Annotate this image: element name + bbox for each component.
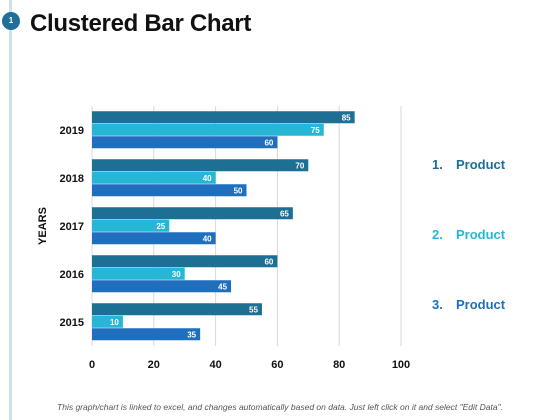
data-label-2019-series-3: 60 — [264, 139, 273, 148]
data-label-2016-series-3: 45 — [218, 283, 227, 292]
bar-2016-series-3 — [92, 280, 232, 293]
slide-rail — [9, 0, 12, 420]
bar-2016-series-1 — [92, 255, 278, 268]
y-tick-label-2017: 2017 — [60, 221, 84, 233]
legend-item-3: 3. Product — [432, 297, 505, 312]
data-label-2015-series-2: 10 — [110, 318, 119, 327]
bar-2018-series-3 — [92, 184, 247, 197]
data-label-2018-series-1: 70 — [295, 162, 304, 171]
legend-item-1: 1. Product — [432, 157, 505, 172]
data-label-2018-series-3: 50 — [234, 187, 243, 196]
data-label-2016-series-1: 60 — [264, 258, 273, 267]
y-axis-label: YEARS — [37, 207, 49, 245]
data-label-2017-series-1: 65 — [280, 210, 289, 219]
x-tick-label-4: 80 — [333, 359, 345, 371]
slide-number-badge: 1 — [2, 12, 20, 30]
footer-note: This graph/chart is linked to excel, and… — [57, 402, 503, 412]
y-tick-label-2015: 2015 — [60, 317, 84, 329]
bar-2019-series-2 — [92, 123, 324, 136]
legend-item-2: 2. Product — [432, 227, 505, 242]
x-tick-label-1: 20 — [148, 359, 160, 371]
x-tick-label-2: 40 — [209, 359, 221, 371]
data-label-2017-series-3: 40 — [203, 235, 212, 244]
data-label-2015-series-1: 55 — [249, 306, 258, 315]
page-title: Clustered Bar Chart — [30, 10, 252, 37]
bar-2015-series-1 — [92, 303, 262, 316]
legend-label-3: Product — [456, 297, 506, 312]
bar-2019-series-1 — [92, 111, 355, 124]
y-tick-label-2019: 2019 — [60, 125, 84, 137]
bar-2019-series-3 — [92, 136, 278, 149]
bar-2017-series-1 — [92, 207, 293, 220]
legend-number-1: 1. — [432, 157, 443, 172]
x-tick-label-3: 60 — [271, 359, 283, 371]
y-tick-label-2018: 2018 — [60, 173, 84, 185]
data-label-2019-series-1: 85 — [342, 114, 351, 123]
bar-2018-series-2 — [92, 171, 216, 184]
bar-2018-series-1 — [92, 159, 309, 172]
x-tick-label-5: 100 — [392, 359, 410, 371]
data-label-2017-series-2: 25 — [156, 222, 165, 231]
data-label-2016-series-2: 30 — [172, 270, 181, 279]
legend-number-2: 2. — [432, 227, 443, 242]
bar-2017-series-3 — [92, 232, 216, 245]
legend-number-3: 3. — [432, 297, 443, 312]
data-label-2015-series-3: 35 — [187, 331, 196, 340]
bar-2015-series-3 — [92, 328, 201, 341]
bar-2017-series-2 — [92, 219, 170, 232]
data-label-2018-series-2: 40 — [203, 174, 212, 183]
legend-label-2: Product — [456, 227, 506, 242]
y-tick-label-2016: 2016 — [60, 269, 84, 281]
x-tick-label-0: 0 — [89, 359, 95, 371]
legend-label-1: Product — [456, 157, 506, 172]
bar-2016-series-2 — [92, 267, 185, 280]
bar-2015-series-2 — [92, 315, 123, 328]
data-label-2019-series-2: 75 — [311, 126, 320, 135]
